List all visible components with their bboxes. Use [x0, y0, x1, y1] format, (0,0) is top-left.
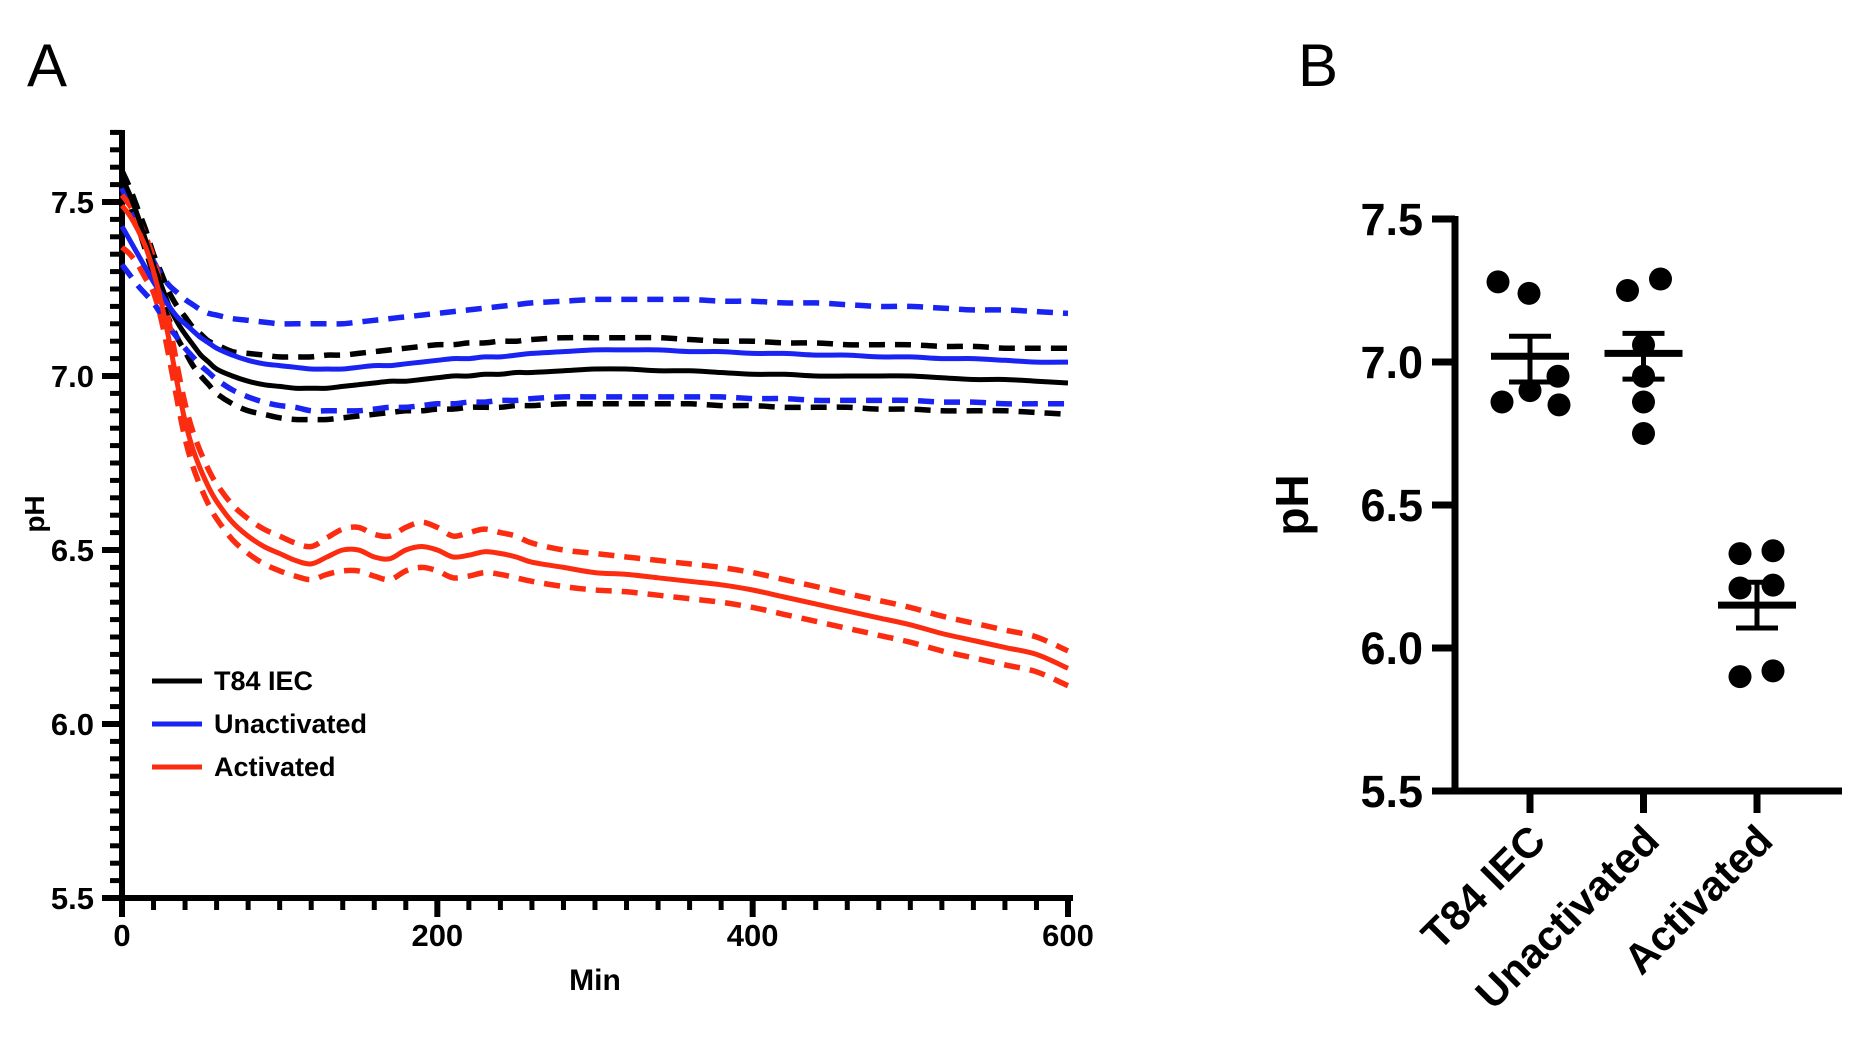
panel-a-chart: 5.5 6.0 6.5 7.0 7.5 0 200 400 600 Min pH T84 IEC Una…	[19, 129, 1094, 997]
group-t84-iec: T84 IEC	[1412, 270, 1571, 958]
panel-a-x-tick-label: 600	[1042, 918, 1094, 953]
data-point	[1632, 333, 1655, 357]
panel-a-y-tick-label: 7.0	[51, 359, 94, 394]
group-activated: Activated	[1614, 539, 1796, 983]
panel-a-letter: A	[27, 32, 68, 99]
legend-label-t84-iec: T84 IEC	[214, 666, 313, 696]
series-unactivated-sem	[119, 262, 1068, 414]
data-point	[1518, 379, 1542, 403]
data-point	[1517, 281, 1541, 305]
panel-b-y-tick-label: 5.5	[1360, 766, 1423, 817]
panel-a-y-tick-label: 6.5	[51, 533, 94, 568]
panel-b-y-axis-label: pH	[1266, 474, 1318, 535]
panel-a-x-tick-label: 400	[727, 918, 779, 953]
data-point	[1649, 267, 1672, 291]
group-unactivated: Unactivated	[1466, 267, 1683, 1018]
panel-b-y-tick-label: 7.5	[1360, 194, 1423, 245]
series-t84-iec-sem	[119, 169, 1068, 360]
panel-a-x-axis-label: Min	[569, 964, 621, 997]
data-point	[1761, 659, 1785, 683]
panel-a-y-axis-label: pH	[19, 495, 50, 532]
data-point	[1632, 422, 1655, 445]
panel-a-x-tick-label: 200	[411, 918, 463, 953]
data-point	[1728, 542, 1752, 566]
data-point	[1761, 573, 1785, 597]
panel-b-y-tick-label: 7.0	[1360, 337, 1423, 388]
series-t84-iec	[119, 176, 1069, 391]
panel-b-chart: 5.5 6.0 6.5 7.0 7.5 pH T84 IECUnactivatedActiv…	[1266, 194, 1842, 1018]
panel-a-legend: T84 IEC Unactivated Activated	[152, 666, 367, 782]
panel-b-y-tick-label: 6.5	[1360, 480, 1423, 531]
data-point	[1728, 665, 1752, 689]
data-point	[1490, 390, 1514, 414]
panel-a-y-tick-label: 5.5	[51, 881, 94, 916]
series-activated-sem	[120, 245, 1070, 689]
data-point	[1486, 270, 1510, 294]
data-point	[1761, 539, 1785, 563]
panel-b-y-tick-label: 6.0	[1360, 623, 1423, 674]
legend-label-unactivated: Unactivated	[214, 709, 367, 739]
data-point	[1632, 364, 1655, 388]
panel-a-x-tick-label: 0	[113, 918, 130, 953]
series-unactivated-sem	[119, 187, 1069, 327]
series-activated-sem	[119, 193, 1070, 654]
legend-label-activated: Activated	[214, 752, 336, 782]
series-unactivated	[119, 225, 1069, 372]
series-activated	[120, 203, 1070, 671]
data-point	[1546, 364, 1570, 388]
panel-b-letter: B	[1298, 32, 1339, 99]
series-t84-iec-sem	[119, 183, 1069, 423]
panel-a-y-tick-label: 6.0	[51, 707, 94, 742]
panel-a-y-tick-label: 7.5	[51, 185, 94, 220]
data-point	[1616, 279, 1639, 302]
data-point	[1632, 390, 1655, 414]
data-point	[1547, 393, 1571, 417]
data-point	[1728, 576, 1752, 600]
